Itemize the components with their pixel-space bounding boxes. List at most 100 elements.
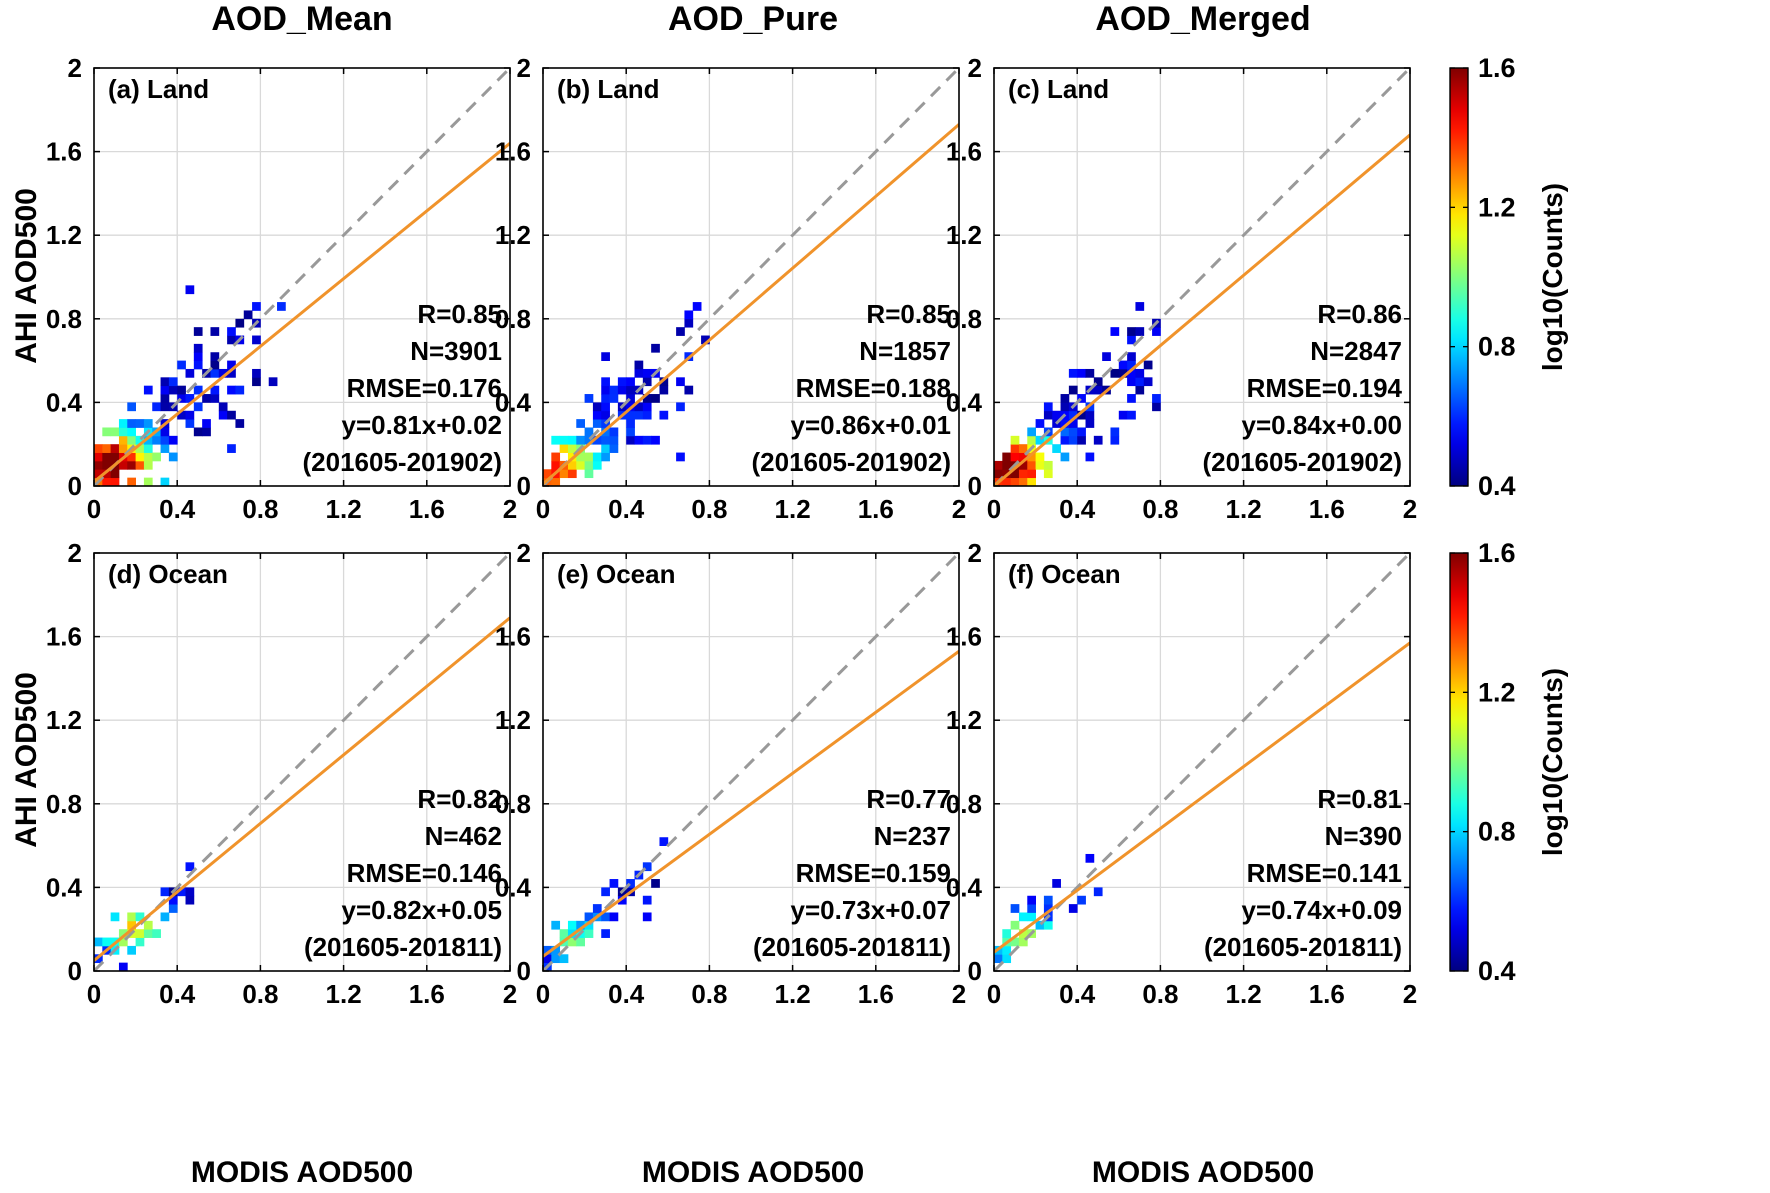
density-cell bbox=[143, 385, 153, 395]
density-cell bbox=[1027, 460, 1036, 470]
density-cell bbox=[1060, 402, 1070, 412]
density-cell bbox=[102, 452, 112, 462]
density-cell bbox=[135, 929, 145, 938]
x-tick-label: 0.8 bbox=[242, 979, 278, 1009]
density-cell bbox=[193, 360, 203, 370]
density-cell bbox=[1093, 377, 1103, 387]
y-tick-label: 0.8 bbox=[495, 304, 531, 334]
density-cell bbox=[143, 477, 153, 486]
stats-text: RMSE=0.188 bbox=[796, 373, 951, 403]
density-cell bbox=[1143, 360, 1153, 370]
density-cell bbox=[227, 368, 236, 378]
density-cell bbox=[168, 904, 178, 913]
density-cell bbox=[177, 394, 186, 403]
density-cell bbox=[102, 469, 112, 479]
y-tick-label: 1.6 bbox=[495, 622, 531, 652]
panel-0: 0 0.4 0.8 1.2 1.6 2 0 0.4 0.8 1.2 1.6 2 (a) Land R=0.… bbox=[46, 53, 517, 524]
density-cell bbox=[551, 945, 561, 955]
density-cell bbox=[684, 385, 694, 395]
density-cell bbox=[94, 469, 103, 479]
axes-frame bbox=[93, 67, 511, 487]
density-cell bbox=[218, 368, 228, 378]
density-cell bbox=[601, 410, 610, 420]
x-tick-label: 0.4 bbox=[159, 979, 196, 1009]
density-cell bbox=[243, 310, 253, 320]
x-tick-label: 1.2 bbox=[775, 494, 811, 524]
density-cell bbox=[1127, 327, 1136, 336]
colorbar-tick-label: 0.8 bbox=[1478, 817, 1516, 847]
density-cell bbox=[676, 452, 685, 462]
density-cell bbox=[127, 452, 136, 462]
density-cell bbox=[659, 377, 669, 387]
density-cell bbox=[185, 419, 195, 428]
density-cell bbox=[1027, 904, 1036, 913]
density-cell bbox=[1052, 879, 1061, 888]
x-tick-label: 1.6 bbox=[858, 494, 894, 524]
density-cell bbox=[1110, 427, 1120, 437]
y-tick-label: 1.6 bbox=[46, 137, 82, 167]
fit-line bbox=[94, 616, 510, 962]
density-cell bbox=[1002, 477, 1012, 486]
density-cell bbox=[102, 427, 112, 437]
x-tick-label: 1.6 bbox=[858, 979, 894, 1009]
x-tick-label: 2 bbox=[1403, 494, 1417, 524]
density-cell bbox=[651, 343, 660, 353]
panel-label: (a) Land bbox=[108, 74, 209, 104]
x-tick-label: 1.6 bbox=[1309, 494, 1345, 524]
density-cell bbox=[1010, 469, 1020, 479]
density-cell bbox=[1068, 368, 1078, 378]
density-cell bbox=[1060, 394, 1070, 403]
density-cell bbox=[252, 302, 261, 311]
density-cell bbox=[135, 912, 145, 922]
density-cell bbox=[626, 410, 635, 420]
density-cell bbox=[1010, 444, 1020, 453]
density-cell bbox=[135, 419, 145, 428]
colorbar-tick-label: 1.6 bbox=[1478, 53, 1516, 83]
density-cell bbox=[168, 452, 178, 462]
x-axis-label-pure: MODIS AOD500 bbox=[642, 1156, 864, 1189]
density-cell bbox=[227, 444, 236, 453]
density-cell bbox=[1018, 452, 1028, 462]
density-cell bbox=[227, 410, 236, 420]
density-cell bbox=[642, 377, 652, 387]
density-cell bbox=[1002, 452, 1012, 462]
x-tick-label: 2 bbox=[952, 494, 966, 524]
density-cell bbox=[1152, 402, 1161, 412]
stats-text: y=0.81x+0.02 bbox=[342, 410, 503, 440]
density-cell bbox=[1043, 460, 1053, 470]
density-cell bbox=[193, 427, 203, 437]
density-cell bbox=[127, 912, 136, 922]
density-cell bbox=[160, 912, 170, 922]
density-cell bbox=[160, 444, 170, 453]
y-tick-label: 0.4 bbox=[495, 872, 532, 902]
panel-label: (e) Ocean bbox=[557, 559, 676, 589]
density-cell bbox=[584, 435, 594, 445]
panel-label: (c) Land bbox=[1008, 74, 1109, 104]
density-cell bbox=[193, 402, 203, 412]
x-tick-label: 0.4 bbox=[1059, 494, 1096, 524]
colorbar-gradient bbox=[1449, 552, 1469, 972]
density-cell bbox=[684, 318, 694, 328]
axes-frame bbox=[542, 67, 960, 487]
x-tick-label: 0.4 bbox=[608, 979, 645, 1009]
density-cell bbox=[543, 469, 552, 479]
density-cell bbox=[1085, 368, 1095, 378]
colorbar-tick-label: 1.6 bbox=[1478, 538, 1516, 568]
density-cell bbox=[1027, 469, 1036, 479]
density-cell bbox=[1010, 477, 1020, 486]
density-cell bbox=[576, 419, 585, 428]
fit-line bbox=[994, 641, 1410, 954]
density-cell bbox=[210, 327, 220, 336]
density-cell bbox=[135, 444, 145, 453]
density-cell bbox=[642, 368, 652, 378]
one-to-one-line bbox=[94, 553, 510, 971]
density-cell bbox=[102, 477, 112, 486]
density-cell bbox=[185, 410, 195, 420]
density-cell bbox=[143, 452, 153, 462]
x-tick-label: 0 bbox=[987, 979, 1001, 1009]
density-cell bbox=[551, 477, 561, 486]
density-cell bbox=[143, 435, 153, 445]
density-cell bbox=[252, 335, 261, 345]
x-axis-label-mean: MODIS AOD500 bbox=[191, 1156, 413, 1189]
grid bbox=[543, 68, 959, 486]
